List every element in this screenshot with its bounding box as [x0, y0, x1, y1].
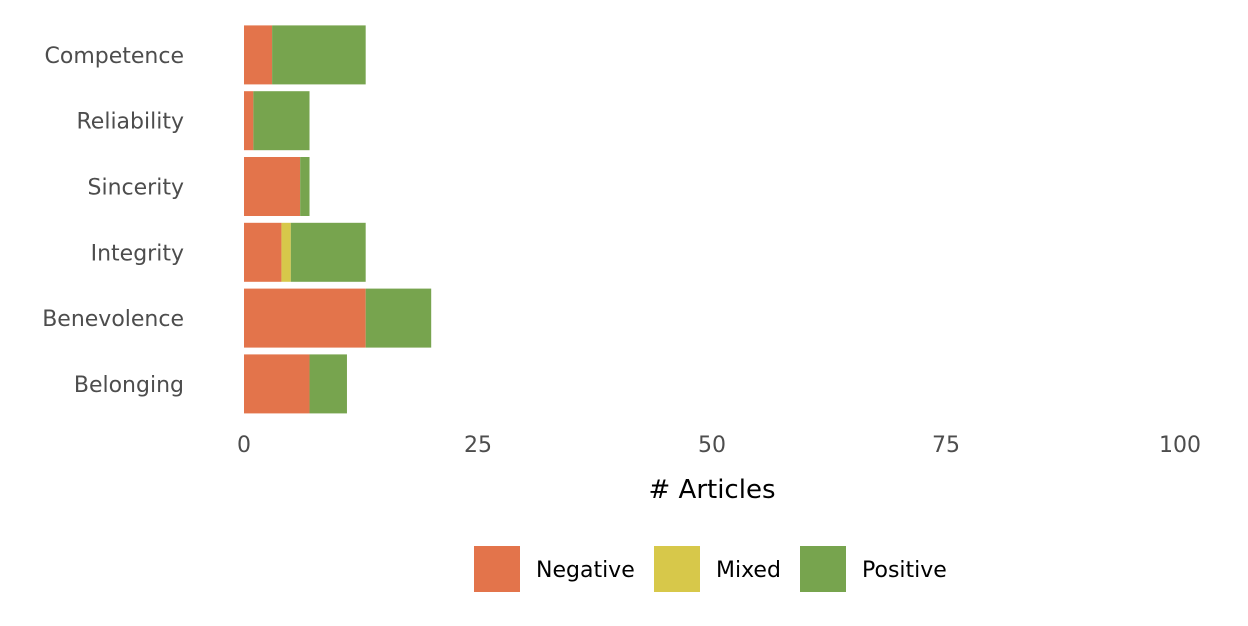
bar-negative-competence: [244, 25, 273, 85]
legend-label-mixed: Mixed: [716, 558, 781, 583]
category-label: Integrity: [91, 241, 184, 266]
bar-positive-benevolence: [365, 288, 432, 348]
bar-positive-reliability: [253, 91, 310, 151]
x-tick-label: 50: [698, 433, 726, 458]
x-tick-label: 25: [464, 433, 492, 458]
category-label: Benevolence: [42, 307, 184, 332]
x-axis-title: # Articles: [648, 475, 775, 505]
legend-label-positive: Positive: [862, 558, 947, 583]
legend-swatch-mixed: [654, 546, 700, 592]
category-label: Sincerity: [88, 176, 184, 201]
x-tick-label: 75: [932, 433, 960, 458]
legend-swatch-positive: [800, 546, 846, 592]
legend-swatch-negative: [474, 546, 520, 592]
bar-positive-belonging: [309, 354, 347, 414]
bar-positive-competence: [272, 25, 366, 85]
category-label: Belonging: [74, 373, 184, 398]
x-tick-label: 100: [1159, 433, 1201, 458]
bar-positive-integrity: [290, 222, 366, 282]
legend: Negative Mixed Positive: [474, 546, 947, 592]
bars-group: [244, 25, 432, 414]
bar-mixed-integrity: [281, 222, 291, 282]
x-tick-labels: 0 25 50 75 100: [237, 433, 1201, 458]
bar-negative-sincerity: [244, 157, 301, 216]
bar-negative-belonging: [244, 354, 310, 414]
bar-negative-integrity: [244, 222, 282, 282]
bar-negative-reliability: [244, 91, 254, 151]
category-label: Competence: [45, 44, 185, 69]
x-tick-label: 0: [237, 433, 251, 458]
legend-label-negative: Negative: [536, 558, 635, 583]
bar-positive-sincerity: [300, 157, 310, 216]
category-label: Reliability: [77, 110, 185, 135]
bar-negative-benevolence: [244, 288, 366, 348]
category-labels: Competence Reliability Sincerity Integrity B…: [42, 44, 184, 398]
